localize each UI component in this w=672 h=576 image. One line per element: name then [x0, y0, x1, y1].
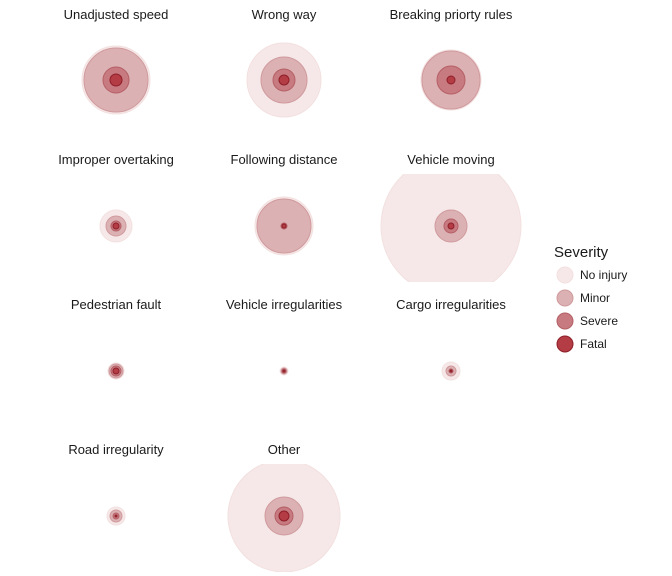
legend-label: Severe [580, 314, 618, 328]
circle-fatal [281, 223, 287, 229]
panel-unadjusted-speed: Unadjusted speed [64, 7, 169, 115]
panel-title: Other [268, 442, 301, 457]
circle-fatal [278, 74, 290, 86]
legend-item-severe: Severe [556, 312, 618, 330]
circle-fatal [109, 73, 123, 87]
severity-legend: Severity No injury Minor Severe Fatal [554, 244, 627, 353]
panel-title: Vehicle irregularities [226, 297, 343, 312]
circle-fatal [282, 369, 286, 373]
legend-label: Fatal [580, 337, 607, 351]
legend-title: Severity [554, 244, 609, 261]
panel-improper-overtaking: Improper overtaking [58, 152, 174, 243]
circle-fatal [449, 369, 453, 373]
legend-label: Minor [580, 291, 610, 305]
legend-item-no-injury: No injury [556, 266, 627, 284]
panel-wrong-way: Wrong way [246, 7, 322, 118]
panel-cargo-irregularities: Cargo irregularities [396, 297, 506, 381]
panel-vehicle-irregularities: Vehicle irregularities [226, 297, 343, 376]
panel-title: Pedestrian fault [71, 297, 162, 312]
panel-breaking-priorty-rules: Breaking priorty rules [390, 7, 513, 111]
panel-title: Wrong way [252, 7, 317, 22]
panel-title: Vehicle moving [407, 152, 494, 167]
legend-item-fatal: Fatal [556, 335, 607, 353]
panel-title: Breaking priorty rules [390, 7, 513, 22]
legend-item-minor: Minor [556, 289, 610, 307]
circle-fatal [112, 367, 120, 375]
legend-label: No injury [580, 268, 627, 282]
panel-pedestrian-fault: Pedestrian fault [71, 297, 162, 380]
legend-swatch [556, 266, 574, 284]
circle-fatal [278, 510, 290, 522]
panel-title: Unadjusted speed [64, 7, 169, 22]
panel-title: Cargo irregularities [396, 297, 506, 312]
panel-title: Road irregularity [68, 442, 164, 457]
circle-fatal [446, 75, 456, 85]
circle-fatal [114, 514, 118, 518]
legend-swatch [556, 312, 574, 330]
panel-vehicle-moving: Vehicle moving [380, 152, 522, 282]
panel-title: Following distance [231, 152, 338, 167]
circle-fatal [447, 222, 455, 230]
legend-swatch [556, 335, 574, 353]
panel-road-irregularity: Road irregularity [68, 442, 164, 526]
circle-fatal [112, 222, 120, 230]
chart-panels: Unadjusted speed Wrong way Breaking priort… [58, 7, 522, 572]
panel-title: Improper overtaking [58, 152, 174, 167]
panel-other: Other [227, 442, 341, 572]
legend-swatch [556, 289, 574, 307]
panel-following-distance: Following distance [231, 152, 338, 256]
